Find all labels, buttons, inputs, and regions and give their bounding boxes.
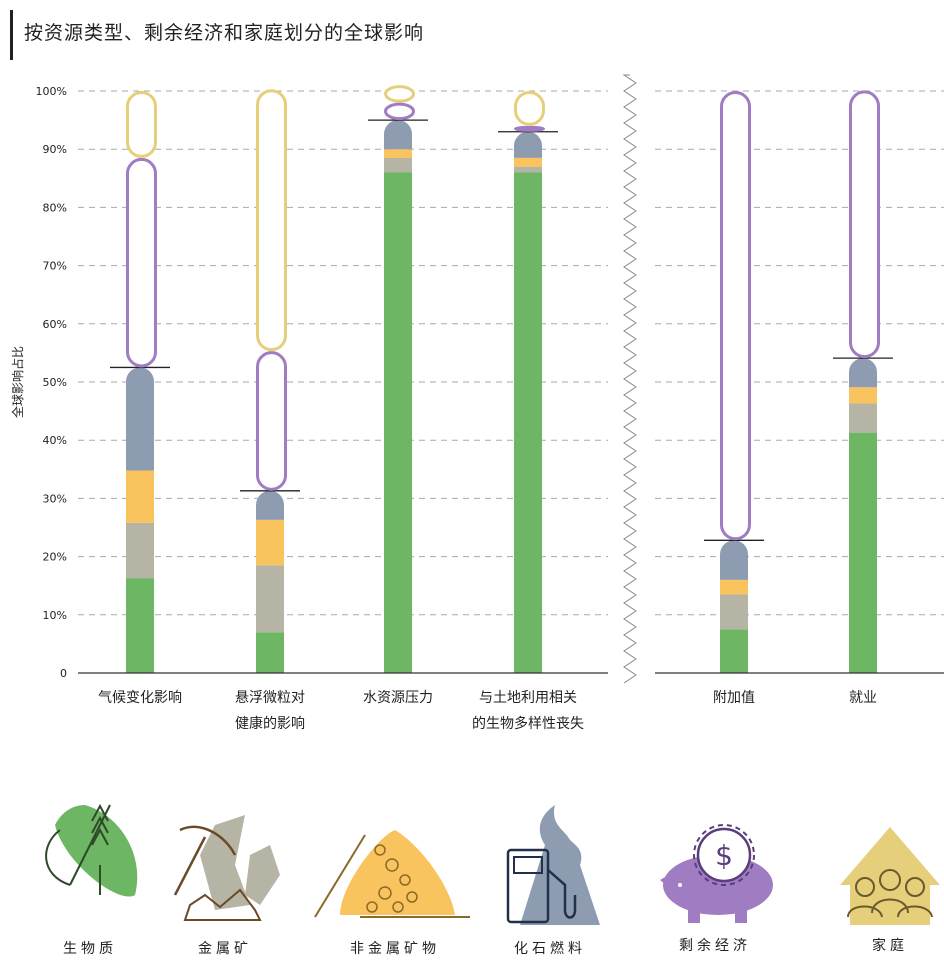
metal-ore-icon [173,815,280,921]
bar-segment [720,594,748,630]
bar-segment [849,358,877,388]
bar-segment-outline [256,351,287,491]
y-tick-label: 0 [60,667,67,680]
y-tick-label: 100% [36,85,67,98]
bar-segment [256,519,284,566]
bar-segment [514,131,542,158]
bar-segment-outline [513,125,546,132]
legend-item-non-metallic-minerals: 非金属矿物 [314,830,470,957]
biomass-icon [45,803,138,897]
bar-segment [384,149,412,158]
y-tick-label: 70% [43,260,67,273]
bar-segment-outline [849,90,880,359]
svg-text:$: $ [715,839,733,872]
bar-segment [126,522,154,579]
y-tick-label: 30% [43,492,67,505]
axis-break [622,74,637,684]
chart-title: 按资源类型、剩余经济和家庭划分的全球影响 [24,22,425,44]
bar-segment-outline [514,91,545,126]
bar-segment [256,565,284,633]
legend-label-metal-ore: 金属矿 [198,941,252,957]
x-tick-label: 水资源压力 [363,690,433,706]
fossil-fuel-icon [506,805,600,925]
y-tick-label: 50% [43,376,67,389]
bar-segment [720,579,748,595]
x-tick-label: 附加值 [713,690,755,706]
rest-of-economy-icon: $ [660,824,773,923]
legend-item-biomass: 生物质 [45,803,138,957]
x-tick-label: 与土地利用相关 [479,690,577,706]
legend-label-non-metallic-minerals: 非金属矿物 [350,941,440,957]
title-accent-bar [10,10,13,60]
bar-segment-outline [126,158,157,368]
y-tick-label: 20% [43,551,67,564]
x-tick-label: 气候变化影响 [98,690,182,706]
bar-segment-outline [126,91,157,158]
bar-segment [384,157,412,173]
bar-segment [514,166,542,173]
x-tick-label: 悬浮微粒对 [235,690,305,706]
x-tick-label: 的生物多样性丧失 [472,715,584,732]
bar-segment [514,172,542,674]
y-axis-label: 全球影响占比 [10,346,25,418]
bars-layer [110,85,893,674]
bar-segment-outline [383,85,416,103]
non-metallic-minerals-icon [314,830,470,918]
bar-segment-outline [720,91,751,541]
legend-label-fossil-fuel: 化石燃料 [514,940,586,957]
x-tick-label: 健康的影响 [235,715,305,732]
bar-segment [849,403,877,433]
legend-item-household: 家庭 [840,827,940,954]
bar-segment [849,432,877,673]
legend-item-rest-of-economy: $ 剩余经济 [660,824,773,954]
legend-item-fossil-fuel: 化石燃料 [506,805,600,957]
y-tick-label: 80% [43,201,67,214]
bar-segment [720,629,748,673]
bar-segment [256,632,284,673]
bar-segment [384,172,412,674]
x-tick-label: 就业 [849,690,877,706]
y-tick-label: 60% [43,318,67,331]
legend-label-biomass: 生物质 [63,941,117,957]
household-icon [840,827,940,925]
bar-segment-outline [256,89,287,352]
axis-break-zigzag [622,74,637,684]
y-tick-label: 10% [43,609,67,622]
legend-label-rest-of-economy: 剩余经济 [679,937,751,954]
bar-segment [384,120,412,150]
y-tick-label: 90% [43,143,67,156]
y-tick-label: 40% [43,434,67,447]
legend: 生物质 金属矿 非金属矿物 [45,803,940,957]
bar-segment [126,367,154,471]
labels-layer: 0 10% 20% 30% 40% 50% 60% 70% 80% 90% 100% 全球影响占比气候… [10,85,877,732]
bar-segment [126,578,154,673]
bar-segment [126,470,154,523]
legend-label-household: 家庭 [872,937,908,954]
bar-segment-outline [383,102,416,121]
bar-segment [256,490,284,520]
legend-item-metal-ore: 金属矿 [173,815,280,957]
grid-layer [78,90,944,616]
stacked-bar-chart: 0 10% 20% 30% 40% 50% 60% 70% 80% 90% 100% 全球影响占比气候… [10,74,944,732]
bar-segment [720,540,748,580]
bar-segment [849,387,877,404]
bar-segment [514,157,542,167]
